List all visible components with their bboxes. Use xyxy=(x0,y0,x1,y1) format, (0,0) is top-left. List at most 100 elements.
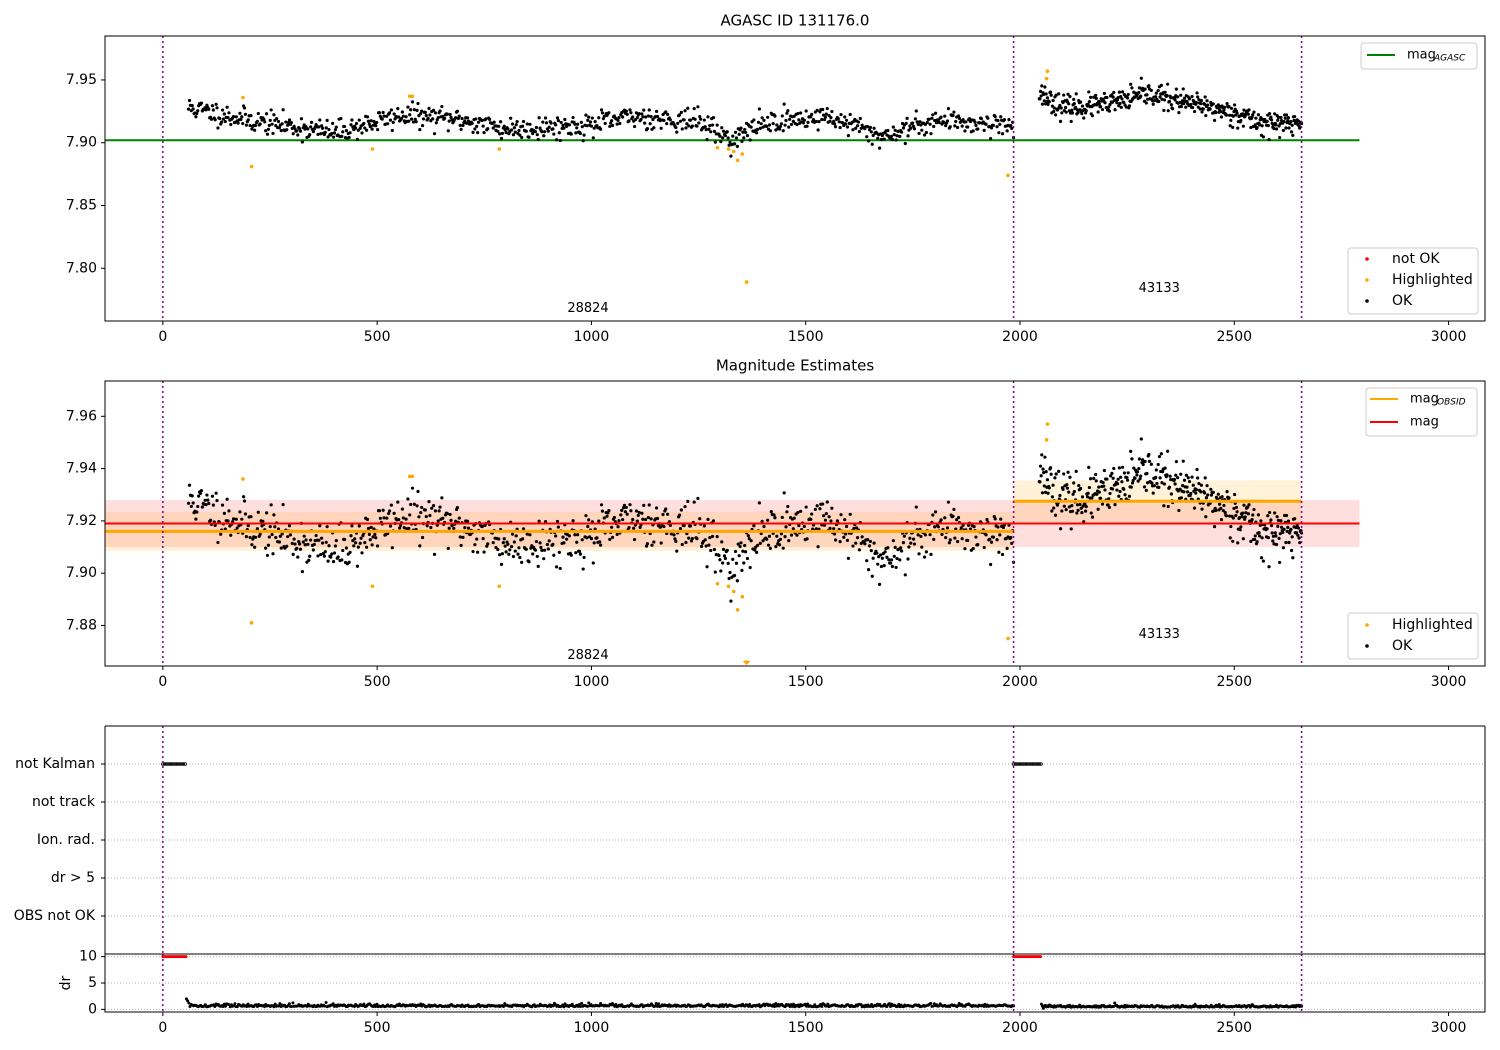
ok-point xyxy=(287,118,292,122)
ok-point xyxy=(1238,528,1242,532)
not-kalman-point xyxy=(167,762,172,766)
ok-point xyxy=(1154,95,1158,99)
ok-point xyxy=(376,128,380,132)
ok-point xyxy=(675,130,679,134)
ok-point xyxy=(332,131,337,135)
ok-point xyxy=(460,116,464,121)
ok-point xyxy=(692,500,696,504)
ok-point xyxy=(1130,86,1134,90)
ok-point xyxy=(923,533,928,537)
ok-point xyxy=(286,123,290,127)
ok-point xyxy=(1184,105,1188,109)
ok-point xyxy=(1045,478,1050,482)
ok-point xyxy=(1125,478,1130,482)
ok-point xyxy=(1094,96,1098,100)
ok-point xyxy=(715,535,719,539)
ok-point xyxy=(569,132,573,136)
ok-point xyxy=(220,108,225,112)
ok-point xyxy=(711,519,716,523)
dr-ok-point xyxy=(806,1002,810,1006)
ok-point xyxy=(1258,523,1262,527)
ok-point xyxy=(615,532,619,537)
ok-point xyxy=(801,121,806,125)
ok-point xyxy=(869,130,873,134)
dr-ok-point xyxy=(654,1001,658,1005)
highlighted-point xyxy=(726,584,731,589)
ok-point xyxy=(1219,109,1223,114)
ok-point xyxy=(685,122,689,126)
ok-point xyxy=(213,523,217,527)
ok-point xyxy=(655,516,660,521)
ok-point xyxy=(802,118,806,122)
ok-point xyxy=(1112,90,1116,95)
ok-point xyxy=(762,118,766,122)
ok-point xyxy=(1054,93,1058,97)
ok-point xyxy=(851,128,855,132)
ok-point xyxy=(1151,102,1155,106)
ok-point xyxy=(868,539,873,544)
highlighted-point xyxy=(1006,173,1010,178)
ok-point xyxy=(608,537,612,541)
not-kalman-point xyxy=(178,762,182,766)
ok-point xyxy=(735,579,739,583)
ok-point xyxy=(324,540,328,544)
ok-point xyxy=(866,139,871,143)
ok-point xyxy=(737,132,741,136)
ok-point xyxy=(585,124,589,128)
dr-ok-point xyxy=(597,1004,601,1008)
ok-point xyxy=(1275,515,1279,519)
ok-point xyxy=(582,133,586,137)
dr-ok-point xyxy=(791,1002,795,1006)
ok-point xyxy=(599,503,604,507)
ok-point xyxy=(365,128,369,132)
ok-point xyxy=(382,516,386,520)
ok-point xyxy=(277,126,282,130)
ok-point xyxy=(839,513,843,517)
ok-point xyxy=(196,109,200,113)
ok-point xyxy=(448,112,452,117)
ok-point xyxy=(191,501,195,505)
ok-point xyxy=(903,141,907,146)
ok-point xyxy=(1167,99,1172,104)
ok-point xyxy=(316,132,320,137)
ok-point xyxy=(347,560,351,564)
ok-point xyxy=(1246,512,1250,516)
ok-point xyxy=(368,125,372,129)
ok-point xyxy=(1080,495,1085,499)
ok-point xyxy=(833,125,838,129)
ok-point xyxy=(1127,494,1132,498)
ok-point xyxy=(1286,116,1291,120)
y-tick-label: 0 xyxy=(88,1001,97,1017)
ok-point xyxy=(535,133,539,137)
ok-point xyxy=(1259,556,1264,560)
ok-point xyxy=(333,544,338,548)
ok-point xyxy=(497,124,501,128)
x-tick-label: 2000 xyxy=(1002,674,1038,690)
ok-point xyxy=(480,118,484,122)
ok-point xyxy=(1145,471,1149,476)
ok-point xyxy=(266,127,271,131)
ok-point xyxy=(591,561,595,565)
x-tick-label: 1000 xyxy=(574,674,610,690)
ok-point xyxy=(995,125,999,129)
ok-point xyxy=(195,510,199,514)
ok-point xyxy=(959,526,963,530)
ok-point xyxy=(512,126,516,130)
ok-point xyxy=(210,494,215,498)
ok-point xyxy=(687,536,691,540)
ok-point xyxy=(354,121,359,126)
ok-point xyxy=(739,541,743,545)
ok-point xyxy=(680,127,684,131)
ok-point xyxy=(876,136,880,140)
legend-marker xyxy=(1365,623,1369,627)
ok-point xyxy=(1229,106,1234,110)
ok-point xyxy=(551,127,555,131)
ok-point xyxy=(616,118,620,123)
x-tick-label: 500 xyxy=(364,329,391,345)
ok-point xyxy=(309,538,313,542)
ok-point xyxy=(635,116,639,120)
ok-point xyxy=(748,138,752,142)
ok-point xyxy=(857,548,862,552)
ok-point xyxy=(1009,535,1013,540)
ok-point xyxy=(710,534,715,538)
